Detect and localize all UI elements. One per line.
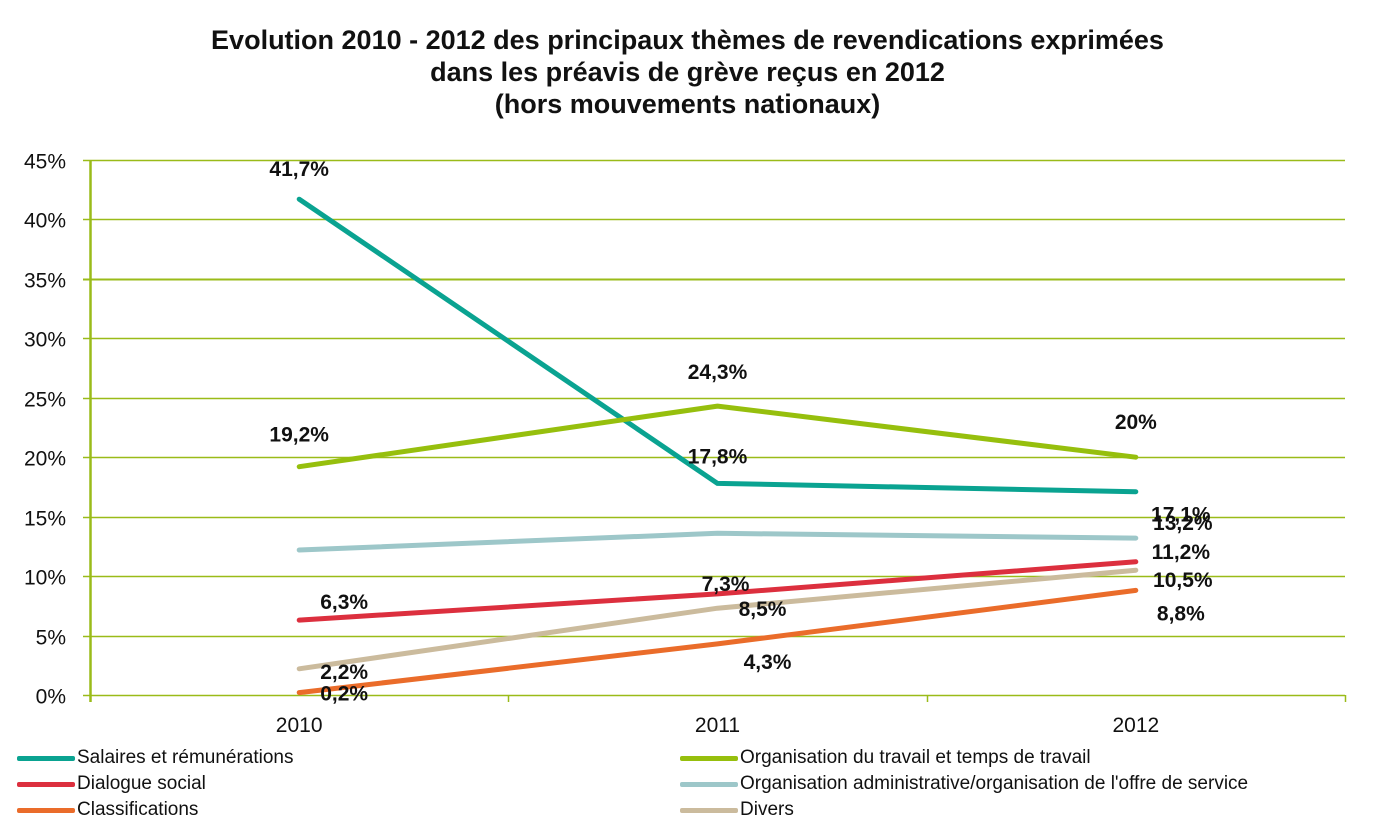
y-tick-label: 20%: [24, 448, 66, 471]
data-label: 20%: [1115, 411, 1157, 434]
data-label: 13,2%: [1153, 512, 1213, 535]
series-line-2: [296, 559, 1139, 623]
data-label: 11,2%: [1152, 541, 1211, 564]
legend-swatch-classifications: [17, 807, 75, 813]
legend-swatch-salaires: [17, 755, 75, 761]
legend-label-dialogue-social: Dialogue social: [77, 773, 206, 794]
data-label: 2,2%: [320, 661, 368, 684]
legend-swatch-organisation-administrative: [680, 781, 738, 787]
data-label: 10,5%: [1153, 569, 1213, 592]
chart-title-line-3: (hors mouvements nationaux): [494, 89, 881, 119]
series-line-0: [296, 196, 1139, 495]
legend-item-classifications: Classifications: [17, 797, 198, 823]
y-axis-tick-labels: 0% 5% 10% 15% 20% 25% 30% 35% 40% 45%: [24, 151, 66, 709]
y-tick-label: 0%: [36, 686, 66, 709]
legend-item-dialogue-social: Dialogue social: [17, 771, 206, 797]
data-label: 19,2%: [269, 424, 329, 447]
series-line-1: [296, 403, 1139, 470]
legend-label-salaires: Salaires et rémunérations: [77, 747, 294, 768]
legend-item-organisation-administrative: Organisation administrative/organisation…: [680, 771, 1248, 797]
x-tick-label: 2010: [276, 714, 323, 737]
y-tick-label: 15%: [24, 508, 66, 531]
data-label: 41,7%: [269, 158, 329, 181]
legend-item-organisation-travail: Organisation du travail et temps de trav…: [680, 745, 1091, 771]
legend-item-divers: Divers: [680, 797, 794, 823]
data-label: 4,3%: [744, 651, 792, 674]
chart-title-line-1: Evolution 2010 - 2012 des principaux thè…: [211, 25, 1164, 55]
legend-label-organisation-administrative: Organisation administrative/organisation…: [740, 773, 1249, 794]
data-label: 24,3%: [688, 361, 748, 384]
y-tick-label: 40%: [24, 210, 66, 233]
y-tick-label: 35%: [24, 270, 66, 293]
chart-title-line-2: dans les préavis de grève reçus en 2012: [430, 57, 945, 87]
legend-swatch-divers: [680, 807, 738, 813]
y-tick-label: 5%: [36, 627, 66, 650]
series-line-4: [296, 587, 1139, 696]
data-label: 17,1%: [1151, 504, 1211, 527]
y-tick-label: 10%: [24, 567, 66, 590]
x-tick-label: 2012: [1112, 714, 1159, 737]
x-tick-label: 2011: [695, 714, 740, 737]
series-line-3: [296, 530, 1139, 553]
y-tick-label: 45%: [24, 151, 66, 174]
axes: [89, 160, 1347, 702]
data-label: 8,8%: [1157, 602, 1205, 625]
legend-label-classifications: Classifications: [77, 799, 199, 820]
data-label: 8,5%: [739, 598, 787, 621]
x-axis-tick-labels: 2010 2011 2012: [276, 714, 1159, 737]
data-label: 7,3%: [702, 573, 750, 596]
data-label: 17,8%: [688, 445, 748, 468]
legend-label-organisation-travail: Organisation du travail et temps de trav…: [740, 747, 1091, 768]
legend-swatch-dialogue-social: [17, 781, 75, 787]
y-tick-label: 30%: [24, 329, 66, 352]
legend-swatch-organisation-travail: [680, 755, 738, 761]
legend-item-salaires: Salaires et rémunérations: [17, 745, 294, 771]
legend-label-divers: Divers: [740, 799, 794, 820]
series-line-5: [296, 567, 1139, 672]
chart-title: Evolution 2010 - 2012 des principaux thè…: [0, 24, 1375, 120]
data-labels: 41,7% 17,8% 17,1% 19,2% 24,3% 20% 6,3% 8,5% 11,2…: [269, 158, 1213, 705]
y-tick-label: 25%: [24, 389, 66, 412]
data-label: 6,3%: [320, 591, 368, 614]
series-lines: [296, 196, 1139, 696]
data-label: 0,2%: [320, 683, 368, 706]
